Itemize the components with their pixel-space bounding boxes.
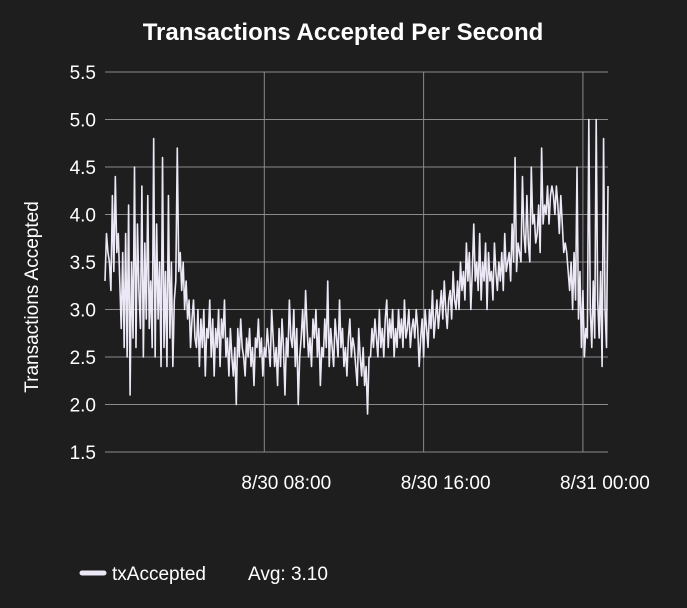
chart-title: Transactions Accepted Per Second — [143, 19, 544, 46]
x-tick-label: 8/31 00:00 — [560, 473, 650, 494]
series-group — [104, 118, 609, 415]
series-line-txaccepted[interactable] — [104, 118, 609, 415]
y-tick-label: 4.0 — [70, 206, 96, 227]
y-tick-label: 5.0 — [70, 111, 96, 132]
legend-label-txaccepted[interactable]: txAccepted — [112, 564, 206, 585]
y-tick-label: 1.5 — [70, 443, 96, 464]
y-tick-label: 3.0 — [70, 301, 96, 322]
x-tick-label: 8/30 16:00 — [401, 473, 491, 494]
y-axis-ticks: 1.5 2.0 2.5 3.0 3.5 4.0 4.5 5.0 5.5 — [70, 63, 96, 464]
y-tick-label: 5.5 — [70, 63, 96, 84]
y-tick-label: 4.5 — [70, 158, 96, 179]
x-tick-label: 8/30 08:00 — [241, 473, 331, 494]
legend-stat-avg: Avg: 3.10 — [248, 564, 328, 585]
legend[interactable]: txAccepted Avg: 3.10 — [79, 564, 328, 585]
y-tick-label: 3.5 — [70, 253, 96, 274]
y-tick-label: 2.0 — [70, 396, 96, 417]
y-axis-label: Transactions Accepted — [22, 201, 43, 393]
y-tick-label: 2.5 — [70, 348, 96, 369]
x-axis-ticks: 8/30 08:00 8/30 16:00 8/31 00:00 — [241, 473, 649, 494]
grid — [105, 71, 608, 453]
